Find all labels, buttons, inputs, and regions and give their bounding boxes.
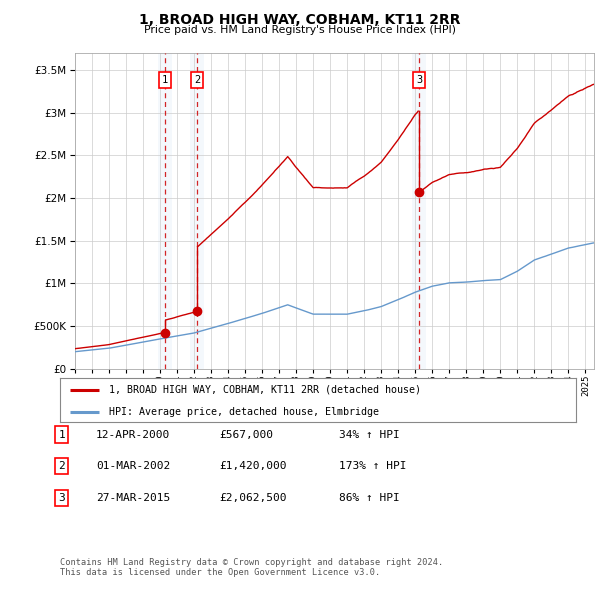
Text: 1: 1 (162, 75, 168, 84)
Text: 12-APR-2000: 12-APR-2000 (96, 430, 170, 440)
Text: 3: 3 (58, 493, 65, 503)
Text: Contains HM Land Registry data © Crown copyright and database right 2024.
This d: Contains HM Land Registry data © Crown c… (60, 558, 443, 577)
Text: 27-MAR-2015: 27-MAR-2015 (96, 493, 170, 503)
Text: 1, BROAD HIGH WAY, COBHAM, KT11 2RR: 1, BROAD HIGH WAY, COBHAM, KT11 2RR (139, 13, 461, 27)
Text: 3: 3 (416, 75, 422, 84)
Text: HPI: Average price, detached house, Elmbridge: HPI: Average price, detached house, Elmb… (109, 407, 379, 417)
Text: 34% ↑ HPI: 34% ↑ HPI (339, 430, 400, 440)
Bar (412, 53, 426, 369)
Text: 2: 2 (58, 461, 65, 471)
Text: Price paid vs. HM Land Registry's House Price Index (HPI): Price paid vs. HM Land Registry's House … (144, 25, 456, 35)
Text: £1,420,000: £1,420,000 (219, 461, 287, 471)
Text: 1: 1 (58, 430, 65, 440)
Bar (190, 53, 204, 369)
Text: 2: 2 (194, 75, 200, 84)
Text: 01-MAR-2002: 01-MAR-2002 (96, 461, 170, 471)
Text: 86% ↑ HPI: 86% ↑ HPI (339, 493, 400, 503)
Text: 173% ↑ HPI: 173% ↑ HPI (339, 461, 407, 471)
Text: £567,000: £567,000 (219, 430, 273, 440)
Text: 1, BROAD HIGH WAY, COBHAM, KT11 2RR (detached house): 1, BROAD HIGH WAY, COBHAM, KT11 2RR (det… (109, 385, 421, 395)
Bar (158, 53, 172, 369)
Text: £2,062,500: £2,062,500 (219, 493, 287, 503)
